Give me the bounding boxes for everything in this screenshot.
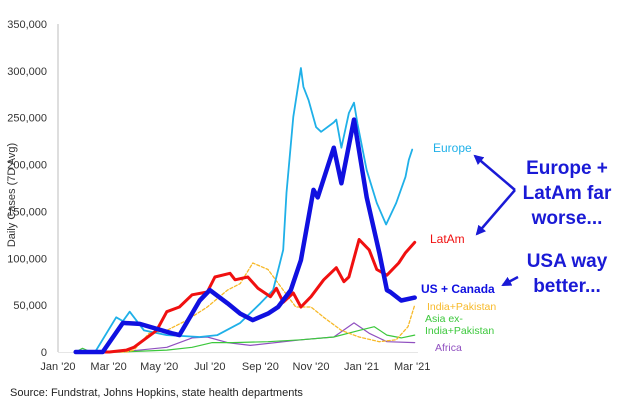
x-tick-label: Sep '20	[242, 361, 279, 373]
x-tick-label: Mar '21	[394, 361, 430, 373]
annotation-europe-latam-line3: worse...	[531, 208, 603, 229]
y-tick-label: 0	[41, 347, 47, 359]
y-tick-label: 50,000	[13, 300, 47, 312]
series-line-asia-ex-india-pakistan	[75, 326, 416, 353]
label-africa: Africa	[435, 342, 462, 354]
annotation-europe-latam-line2: LatAm far	[523, 183, 612, 204]
label-asia-line1: Asia ex-	[425, 313, 463, 325]
label-us-canada: US + Canada	[421, 282, 495, 296]
x-tick-label: Nov '20	[293, 361, 330, 373]
annotation-europe-latam-line1: Europe +	[526, 158, 608, 179]
series-line-africa	[75, 322, 416, 353]
y-tick-label: 250,000	[7, 113, 47, 125]
y-axis-label: Daily Cases (7D Avg)	[6, 143, 18, 247]
series-line-europe	[74, 67, 414, 353]
series-line-latam	[74, 238, 417, 354]
x-tick-label: Jan '20	[40, 361, 75, 373]
arrow-to-europe	[473, 154, 516, 191]
x-tick-label: Mar '20	[90, 361, 126, 373]
x-tick-label: May '20	[140, 361, 178, 373]
x-tick-label: Jan '21	[344, 361, 379, 373]
label-europe: Europe	[433, 141, 472, 155]
y-tick-label: 350,000	[7, 19, 47, 31]
y-tick-label: 300,000	[7, 66, 47, 78]
annotation-usa-line1: USA way	[527, 251, 608, 272]
arrow-to-us-canada	[501, 275, 519, 287]
label-asia-line2: India+Pakistan	[425, 325, 494, 337]
arrow-to-latam	[475, 189, 516, 236]
y-tick-label: 100,000	[7, 253, 47, 265]
y-tick-label: 150,000	[7, 206, 47, 218]
y-tick-label: 200,000	[7, 160, 47, 172]
label-india-pakistan: India+Pakistan	[427, 301, 496, 313]
annotation-usa-line2: better...	[533, 276, 601, 297]
source-note: Source: Fundstrat, Johns Hopkins, state …	[10, 387, 303, 399]
label-latam: LatAm	[430, 232, 465, 246]
series-line-us-canada	[73, 117, 417, 355]
x-tick-label: Jul '20	[194, 361, 225, 373]
